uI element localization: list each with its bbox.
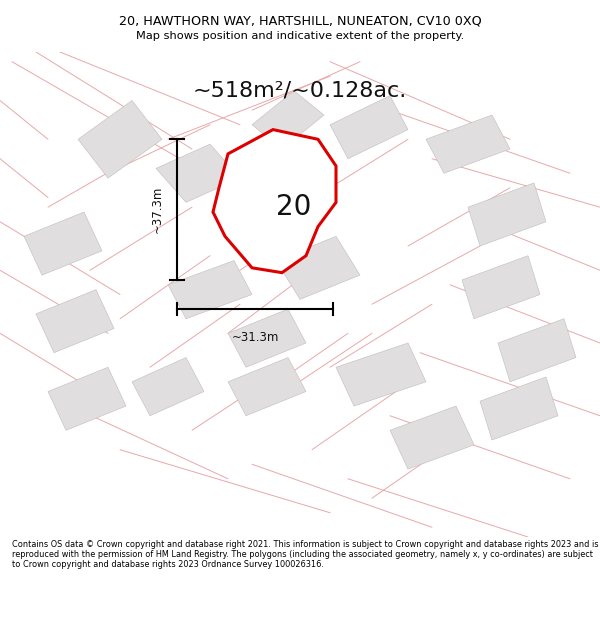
Polygon shape [156, 144, 240, 202]
Polygon shape [480, 377, 558, 440]
Polygon shape [228, 357, 306, 416]
Polygon shape [228, 309, 306, 368]
Polygon shape [390, 406, 474, 469]
Text: 20, HAWTHORN WAY, HARTSHILL, NUNEATON, CV10 0XQ: 20, HAWTHORN WAY, HARTSHILL, NUNEATON, C… [119, 14, 481, 28]
Polygon shape [498, 319, 576, 382]
Polygon shape [426, 115, 510, 173]
Text: ~37.3m: ~37.3m [151, 186, 164, 233]
Text: Contains OS data © Crown copyright and database right 2021. This information is : Contains OS data © Crown copyright and d… [12, 539, 599, 569]
Text: ~518m²/~0.128ac.: ~518m²/~0.128ac. [193, 81, 407, 101]
Polygon shape [213, 129, 336, 272]
Polygon shape [36, 289, 114, 352]
Polygon shape [468, 183, 546, 246]
Polygon shape [330, 96, 408, 159]
Polygon shape [48, 368, 126, 430]
Polygon shape [336, 343, 426, 406]
Text: ~31.3m: ~31.3m [232, 331, 278, 344]
Polygon shape [462, 256, 540, 319]
Polygon shape [276, 236, 360, 299]
Text: 20: 20 [277, 193, 311, 221]
Polygon shape [78, 101, 162, 178]
Polygon shape [24, 212, 102, 275]
Polygon shape [252, 91, 324, 149]
Polygon shape [168, 261, 252, 319]
Polygon shape [132, 357, 204, 416]
Text: Map shows position and indicative extent of the property.: Map shows position and indicative extent… [136, 31, 464, 41]
